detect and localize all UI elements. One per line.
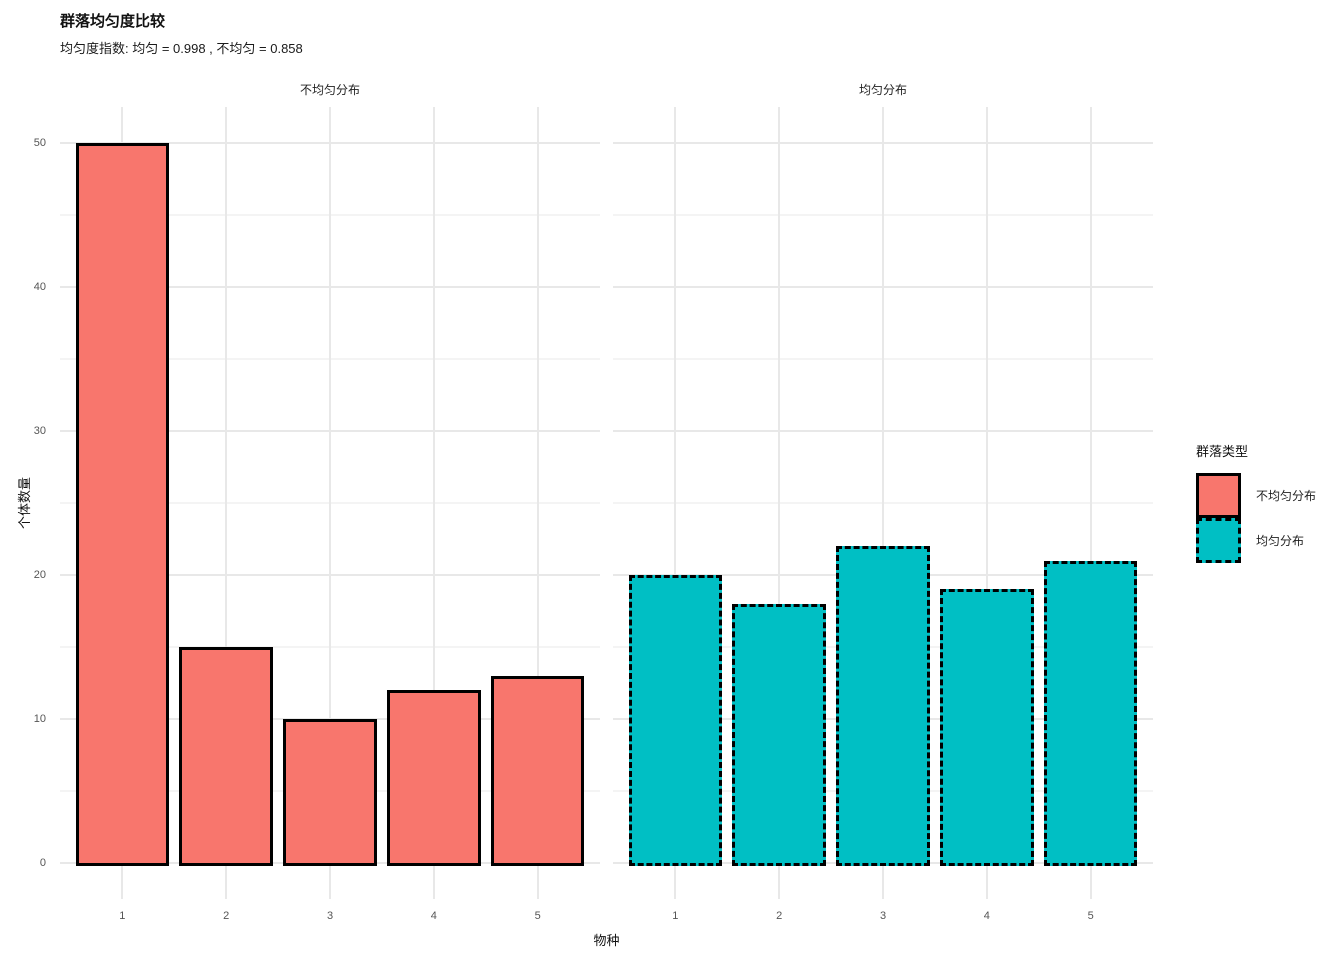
legend-item-label: 均匀分布 (1256, 534, 1305, 548)
x-axis-tick-label: 3 (326, 910, 334, 922)
x-axis-tick-label: 3 (879, 910, 887, 922)
legend-title: 群落类型 (1196, 444, 1249, 459)
y-axis-tick-label: 40 (33, 281, 46, 293)
bar-均匀分布-3 (836, 546, 930, 866)
bar-不均匀分布-4 (387, 690, 481, 866)
x-axis-tick-label: 2 (223, 910, 230, 922)
x-axis-tick-label: 4 (983, 910, 990, 922)
x-axis-title: 物种 (593, 933, 620, 948)
plot-title: 群落均匀度比较 (60, 13, 166, 30)
x-axis-tick-label: 1 (672, 910, 679, 922)
bar-均匀分布-2 (732, 603, 826, 866)
legend-swatch-uneven (1196, 473, 1241, 518)
bar-均匀分布-5 (1043, 560, 1138, 866)
bar-不均匀分布-5 (490, 675, 585, 866)
plot-subtitle: 均匀度指数: 均匀 = 0.998 , 不均匀 = 0.858 (60, 41, 303, 56)
gridline-x-major (1089, 107, 1092, 899)
legend-swatch-even (1196, 518, 1241, 563)
x-axis-tick-label: 4 (430, 910, 437, 922)
gridline-x-major (778, 107, 781, 899)
x-axis-tick-label: 5 (1087, 910, 1094, 922)
facet-strip-uneven: 不均匀分布 (299, 83, 360, 97)
gridline-x-major (329, 107, 331, 899)
gridline-x-major (985, 107, 988, 899)
bar-均匀分布-4 (940, 589, 1034, 866)
legend-item-uneven: 不均匀分布 (1196, 473, 1344, 518)
legend: 群落类型 不均匀分布 均匀分布 (1196, 441, 1344, 563)
bar-不均匀分布-2 (179, 647, 273, 866)
gridline-x-major (432, 107, 435, 899)
gridline-x-major (225, 107, 228, 899)
gridline-x-major (674, 107, 677, 899)
legend-item-even: 均匀分布 (1196, 518, 1344, 563)
y-axis-tick-label: 20 (33, 569, 46, 581)
bar-不均匀分布-1 (75, 143, 170, 866)
x-axis-tick-label: 2 (776, 910, 783, 922)
y-axis-title: 个体数量 (17, 477, 32, 530)
y-axis-tick-label: 30 (33, 425, 46, 437)
x-axis-tick-label: 1 (119, 910, 126, 922)
y-axis-tick-label: 50 (33, 137, 46, 149)
y-axis-tick-label: 0 (39, 857, 46, 869)
bar-均匀分布-1 (628, 575, 723, 866)
legend-item-label: 不均匀分布 (1256, 489, 1317, 503)
gridline-x-major (536, 107, 539, 899)
x-axis-tick-label: 5 (534, 910, 541, 922)
facet-strip-even: 均匀分布 (858, 83, 907, 97)
y-axis-tick-label: 10 (33, 713, 46, 725)
gridline-x-major (882, 107, 884, 899)
bar-不均匀分布-3 (283, 719, 377, 866)
